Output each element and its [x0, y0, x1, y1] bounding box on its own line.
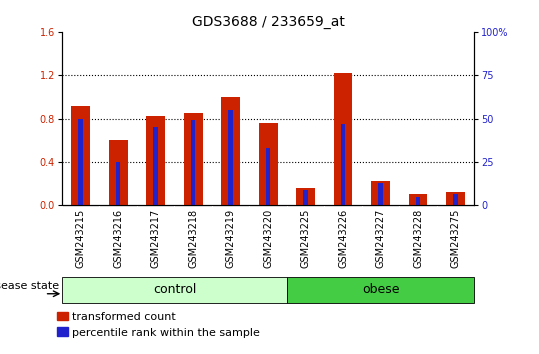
- Text: obese: obese: [362, 284, 399, 296]
- Text: disease state: disease state: [0, 281, 59, 291]
- Bar: [184, 113, 203, 205]
- Text: GSM243225: GSM243225: [301, 209, 310, 268]
- Bar: [341, 124, 345, 205]
- Bar: [71, 105, 90, 205]
- Bar: [266, 148, 271, 205]
- Text: GSM243275: GSM243275: [451, 209, 461, 268]
- Bar: [409, 194, 427, 205]
- Bar: [79, 119, 83, 205]
- Bar: [378, 183, 383, 205]
- Text: GSM243215: GSM243215: [75, 209, 86, 268]
- Bar: [229, 110, 233, 205]
- Text: control: control: [153, 284, 196, 296]
- Bar: [334, 73, 353, 205]
- Text: GSM243220: GSM243220: [263, 209, 273, 268]
- Legend: transformed count, percentile rank within the sample: transformed count, percentile rank withi…: [57, 312, 260, 338]
- Bar: [191, 120, 196, 205]
- Bar: [116, 162, 120, 205]
- Bar: [303, 190, 308, 205]
- Bar: [154, 127, 158, 205]
- Text: GSM243218: GSM243218: [188, 209, 198, 268]
- Text: GSM243217: GSM243217: [151, 209, 161, 268]
- Bar: [416, 197, 420, 205]
- Bar: [287, 277, 474, 303]
- Title: GDS3688 / 233659_at: GDS3688 / 233659_at: [192, 16, 344, 29]
- Bar: [371, 182, 390, 205]
- Text: GSM243227: GSM243227: [376, 209, 385, 268]
- Text: GSM243226: GSM243226: [338, 209, 348, 268]
- Bar: [259, 123, 278, 205]
- Text: GSM243219: GSM243219: [226, 209, 236, 268]
- Bar: [109, 140, 128, 205]
- Text: GSM243228: GSM243228: [413, 209, 423, 268]
- Bar: [453, 194, 458, 205]
- Bar: [146, 116, 165, 205]
- Bar: [222, 97, 240, 205]
- Bar: [446, 192, 465, 205]
- Bar: [62, 277, 287, 303]
- Text: GSM243216: GSM243216: [113, 209, 123, 268]
- Bar: [296, 188, 315, 205]
